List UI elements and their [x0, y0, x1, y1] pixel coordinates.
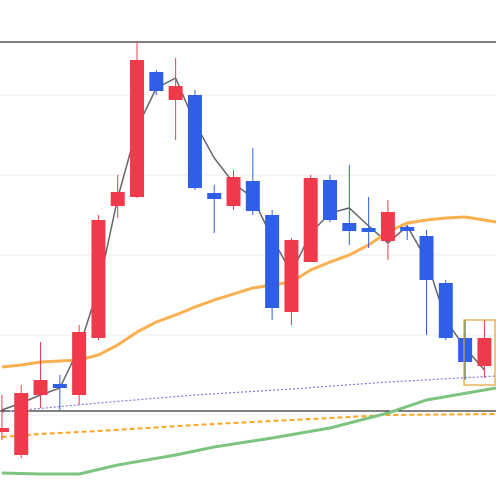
candle-body: [265, 215, 280, 308]
candle-body: [477, 338, 492, 366]
candle-body: [303, 178, 318, 262]
candle-body: [72, 332, 87, 395]
candle-body: [0, 428, 9, 432]
candle-body: [458, 338, 473, 362]
candle-body: [52, 384, 67, 388]
candle-body: [380, 212, 395, 241]
candle-body: [284, 240, 299, 312]
candle-body: [33, 380, 48, 395]
candle-body: [110, 192, 125, 206]
candle-body: [419, 236, 434, 280]
candle-body: [361, 228, 376, 232]
candle-body: [130, 60, 145, 197]
candle-body: [187, 95, 202, 188]
candle-body: [149, 72, 164, 91]
highlight-box: [463, 319, 496, 386]
candle-body: [438, 283, 453, 338]
candle-body: [168, 86, 183, 100]
candle-body: [245, 181, 260, 211]
candle-body: [400, 227, 415, 231]
candle-body: [342, 223, 357, 231]
candle-body: [323, 180, 338, 220]
moving-average: [1, 413, 496, 438]
candle-body: [91, 220, 106, 338]
candle-body: [226, 177, 241, 206]
moving-average: [1, 386, 496, 476]
moving-average: [1, 375, 496, 413]
candle-body: [207, 193, 222, 199]
candle-body: [14, 393, 29, 455]
